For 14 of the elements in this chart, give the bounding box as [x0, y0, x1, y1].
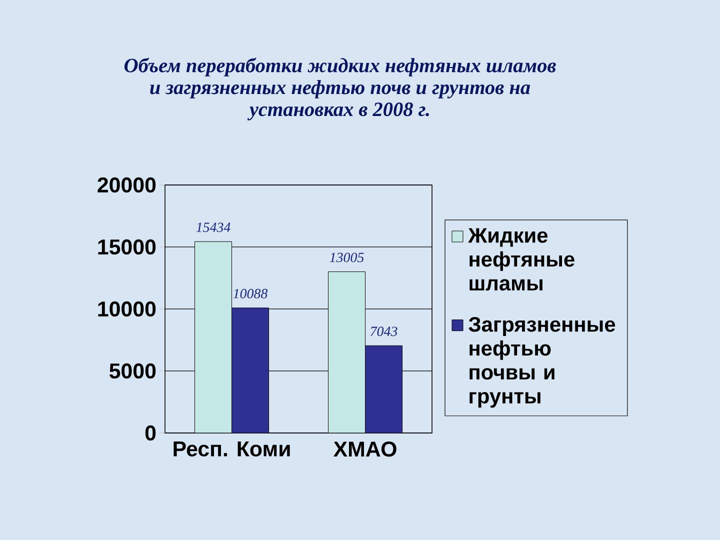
- x-tick-label: Респ. Коми: [174, 442, 290, 456]
- y-tick-label: 15000: [98, 239, 156, 255]
- chart-title: Объем переработки жидких нефтяных шламов и загрязненных нефтью почв и грунтов на установках в 2008 г.: [124, 58, 556, 120]
- y-tick-label: 10000: [98, 301, 156, 317]
- y-tick-label: 20000: [98, 177, 156, 193]
- legend-label: Жидкие нефтяные шламы: [468, 228, 574, 291]
- y-tick-label: 0: [145, 425, 156, 441]
- data-label: 10088: [233, 288, 268, 298]
- data-label: 13005: [330, 252, 364, 262]
- data-label: 7043: [370, 326, 398, 336]
- y-tick-label: 5000: [109, 363, 156, 379]
- legend-label: Загрязненные нефтью почвы и грунты: [468, 317, 616, 408]
- data-label: 15434: [196, 222, 230, 232]
- x-tick-label: ХМАО: [333, 442, 396, 457]
